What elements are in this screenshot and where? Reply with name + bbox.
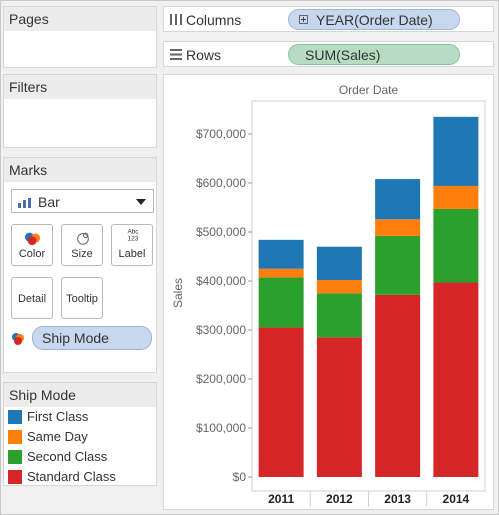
bar-chart-icon: [18, 198, 32, 208]
legend-swatch-first-class: [8, 410, 22, 424]
color-button[interactable]: Color: [11, 224, 53, 266]
bar-2014-first-class[interactable]: [433, 116, 479, 186]
mark-type-dropdown[interactable]: Bar: [11, 189, 154, 213]
bar-2013-second-class[interactable]: [375, 235, 421, 295]
bar-2012-first-class[interactable]: [316, 246, 362, 281]
rows-icon: [170, 49, 182, 60]
size-circles-icon: [77, 232, 89, 245]
expand-plus-icon[interactable]: [299, 15, 308, 24]
size-button[interactable]: Size: [61, 224, 103, 266]
bars: [258, 116, 479, 477]
x-category-label: 2014: [443, 492, 470, 506]
rows-shelf-label: Rows: [186, 47, 222, 63]
marks-pane-title: Marks: [4, 158, 156, 182]
legend-swatch-same-day: [8, 430, 22, 444]
y-tick-label: $600,000: [196, 176, 246, 190]
legend-label: Standard Class: [27, 469, 116, 484]
bar-2011-same-day[interactable]: [258, 268, 304, 278]
filters-pane-title: Filters: [4, 75, 156, 99]
bar-2011-second-class[interactable]: [258, 277, 304, 328]
ship-mode-legend: Ship Mode First Class Same Day Second Cl…: [3, 382, 157, 486]
pages-pane-title: Pages: [4, 7, 156, 31]
label-button[interactable]: Abc 123 Label: [111, 224, 153, 266]
chevron-down-icon: [136, 199, 146, 205]
bar-2013-standard-class[interactable]: [375, 294, 421, 477]
mark-type-value: Bar: [38, 194, 60, 210]
detail-button[interactable]: Detail: [11, 277, 53, 319]
y-tick-label: $0: [233, 470, 247, 484]
gridlines: [248, 133, 252, 478]
columns-icon: [170, 14, 182, 25]
x-axis-categories: 2011 2012 2013 2014: [268, 491, 470, 507]
chart-title: Order Date: [339, 83, 399, 97]
detail-button-label: Detail: [17, 293, 47, 305]
bar-2014-standard-class[interactable]: [433, 282, 479, 477]
y-tick-label: $100,000: [196, 421, 246, 435]
bar-2013-first-class[interactable]: [375, 179, 421, 220]
y-tick-label: $400,000: [196, 274, 246, 288]
y-tick-label: $700,000: [196, 127, 246, 141]
stacked-bar-chart: $0 $100,000 $200,000 $300,000 $400,000 $500,0…: [171, 83, 486, 507]
y-axis-ticks: $0 $100,000 $200,000 $300,000 $400,000 $500,0…: [196, 127, 246, 484]
columns-shelf-label: Columns: [186, 12, 242, 28]
svg-text:Abc: Abc: [127, 228, 139, 235]
x-category-label: 2012: [326, 492, 353, 506]
y-tick-label: $300,000: [196, 323, 246, 337]
columns-shelf[interactable]: Columns YEAR(Order Date): [163, 6, 494, 32]
text-label-icon: Abc 123: [127, 228, 139, 243]
y-tick-label: $500,000: [196, 225, 246, 239]
year-order-date-pill[interactable]: YEAR(Order Date): [288, 9, 460, 30]
bar-2012-same-day[interactable]: [316, 280, 362, 294]
pages-pane[interactable]: Pages: [3, 6, 157, 68]
legend-label: First Class: [27, 409, 89, 424]
y-tick-label: $200,000: [196, 372, 246, 386]
size-button-label: Size: [71, 248, 93, 260]
sum-sales-pill[interactable]: SUM(Sales): [288, 44, 460, 65]
bar-2014-second-class[interactable]: [433, 208, 479, 283]
bar-2012-second-class[interactable]: [316, 293, 362, 338]
legend-title: Ship Mode: [4, 383, 156, 407]
bar-2012-standard-class[interactable]: [316, 337, 362, 477]
color-button-label: Color: [18, 248, 46, 260]
tooltip-button[interactable]: Tooltip: [61, 277, 103, 319]
bar-2011-standard-class[interactable]: [258, 327, 304, 477]
x-category-label: 2011: [268, 492, 294, 506]
color-dots-icon: [25, 232, 41, 246]
chart-view[interactable]: $0 $100,000 $200,000 $300,000 $400,000 $500,0…: [163, 74, 494, 510]
bar-2011-first-class[interactable]: [258, 239, 304, 269]
bar-2013-same-day[interactable]: [375, 219, 421, 236]
legend-label: Second Class: [27, 449, 108, 464]
year-order-date-pill-label: YEAR(Order Date): [316, 12, 433, 28]
bar-2014-same-day[interactable]: [433, 185, 479, 209]
label-button-label: Label: [118, 248, 146, 260]
marks-pane: Marks Bar Color Size Abc 123 Label Detai…: [3, 157, 157, 373]
x-category-label: 2013: [384, 492, 411, 506]
rows-shelf[interactable]: Rows SUM(Sales): [163, 41, 494, 67]
y-axis-label: Sales: [171, 278, 185, 308]
legend-swatch-second-class: [8, 450, 22, 464]
legend-swatch-standard-class: [8, 470, 22, 484]
svg-text:123: 123: [128, 236, 139, 243]
legend-label: Same Day: [27, 429, 88, 444]
color-encoding-icon: [12, 333, 24, 345]
tooltip-button-label: Tooltip: [66, 293, 98, 305]
ship-mode-color-pill[interactable]: Ship Mode: [32, 326, 152, 350]
filters-pane[interactable]: Filters: [3, 74, 157, 148]
